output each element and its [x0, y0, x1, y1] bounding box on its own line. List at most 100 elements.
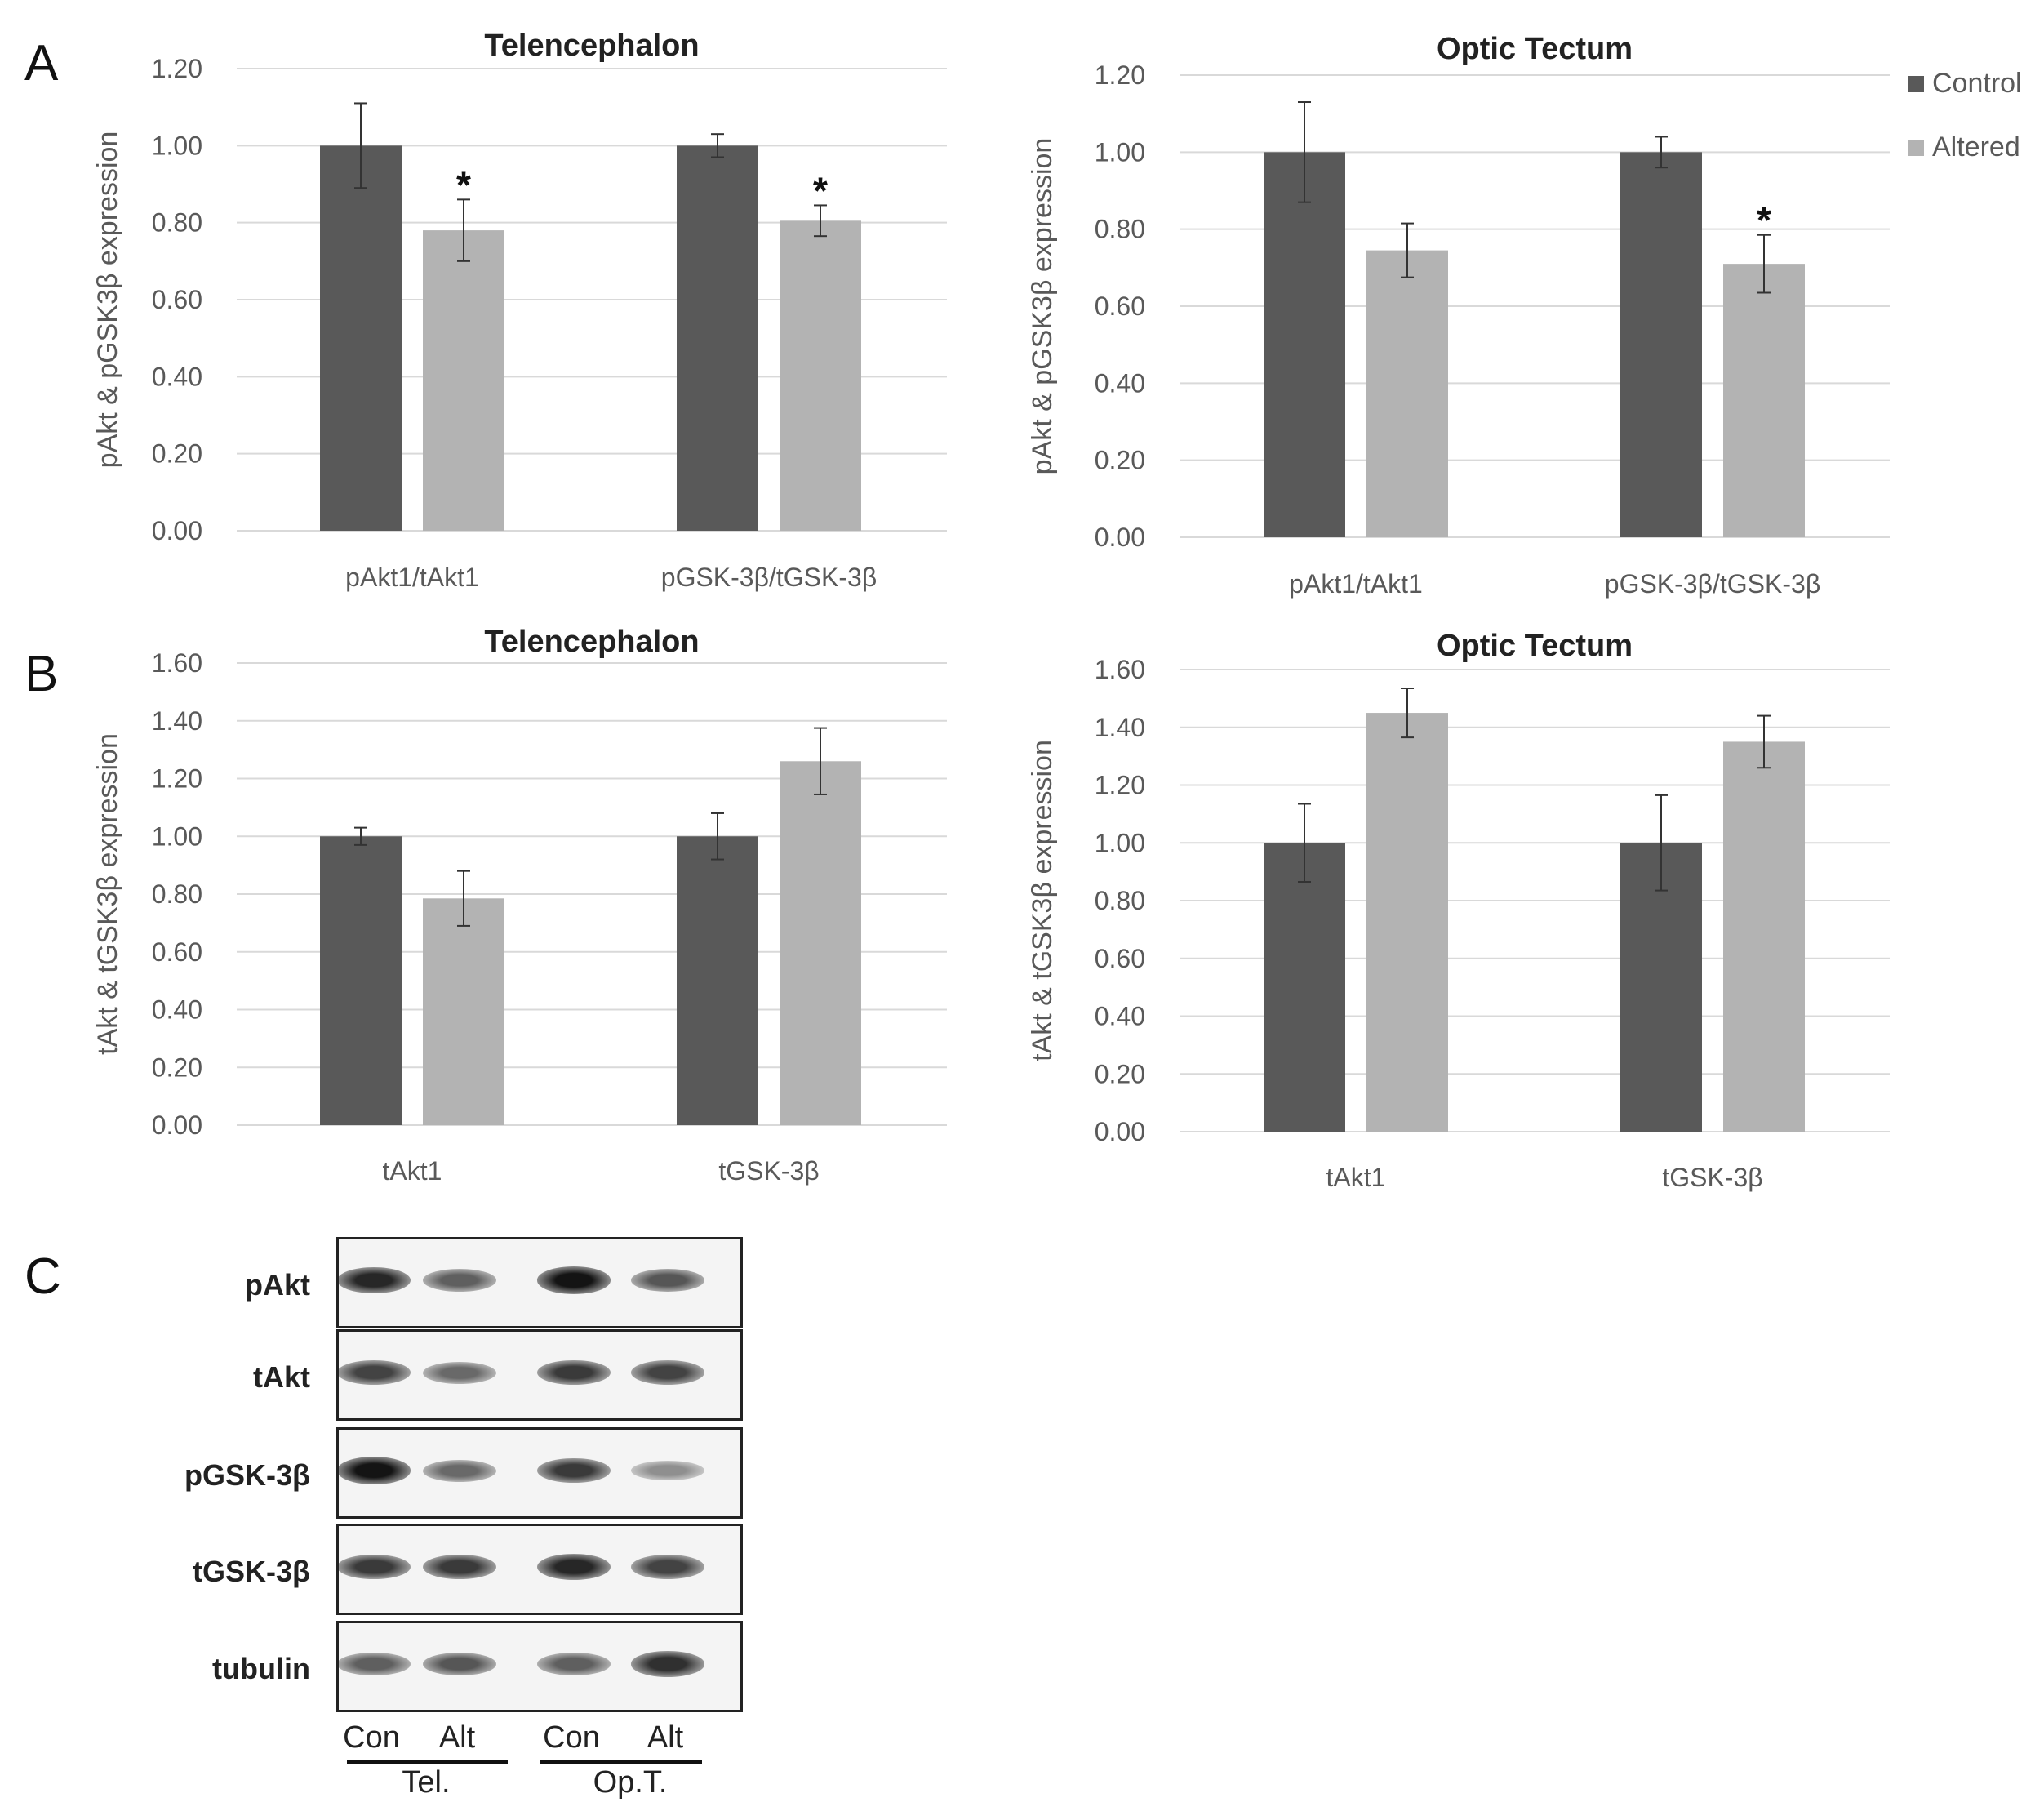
y-tick-label: 0.80: [1095, 215, 1145, 244]
blot-band: [423, 1459, 496, 1482]
significance-star: *: [1757, 199, 1771, 242]
blot-strip: [336, 1427, 743, 1519]
y-tick-label: 0.80: [152, 208, 202, 238]
bar-control: [677, 836, 758, 1125]
legend-swatch-control: [1908, 76, 1924, 92]
blot-band: [423, 1554, 496, 1580]
y-tick-label: 1.00: [152, 131, 202, 160]
y-tick-label: 1.60: [152, 648, 202, 678]
y-tick-label: 1.20: [1095, 60, 1145, 90]
y-tick-label: 0.40: [152, 362, 202, 391]
blot-band: [423, 1652, 496, 1676]
bar-altered: [1723, 741, 1805, 1132]
y-tick-label: 0.20: [152, 439, 202, 469]
y-tick-label: 0.00: [152, 1110, 202, 1140]
bar-control: [1264, 152, 1345, 538]
bar-altered: [1366, 713, 1448, 1132]
blot-band: [339, 1267, 411, 1293]
lane-label: Con: [343, 1720, 400, 1755]
group-underline: [347, 1760, 508, 1764]
blot-strip: [336, 1237, 743, 1328]
significance-star: *: [813, 169, 828, 211]
lane-label: Alt: [647, 1720, 684, 1755]
blot-row-label: pGSK-3β: [184, 1458, 310, 1492]
y-tick-label: 0.60: [152, 937, 202, 967]
y-tick-label: 1.00: [1095, 828, 1145, 857]
panel-letter-b: B: [24, 646, 59, 702]
bar-control: [1264, 843, 1345, 1132]
y-tick-label: 0.20: [152, 1052, 202, 1082]
x-category-label: pGSK-3β/tGSK-3β: [1605, 569, 1820, 599]
y-tick-label: 1.20: [1095, 771, 1145, 800]
blot-band: [631, 1555, 704, 1579]
x-category-label: pAkt1/tAkt1: [345, 563, 479, 592]
bar-altered: [1723, 264, 1805, 537]
y-tick-label: 0.60: [1095, 944, 1145, 973]
legend-label-control: Control: [1932, 68, 2022, 99]
bar-altered: [423, 230, 504, 531]
bar-altered: [780, 220, 861, 531]
chart-b-telencephalon: 0.00 0.20 0.40 0.60 0.80 1.00 1.20 1.40 1.60 Tele…: [92, 625, 947, 1186]
blot-strip: [336, 1524, 743, 1615]
bar-control: [1620, 152, 1702, 538]
panel-letter-a: A: [24, 35, 59, 91]
y-tick-label: 1.20: [152, 764, 202, 794]
y-tick-label: 0.00: [152, 516, 202, 545]
bar-control: [320, 145, 402, 532]
lane-label: Alt: [438, 1720, 476, 1755]
y-tick-label: 0.20: [1095, 446, 1145, 475]
blot-strip: [336, 1621, 743, 1712]
legend-swatch-altered: [1908, 140, 1924, 156]
group-label: Tel.: [402, 1765, 451, 1800]
chart-b-optic-tectum: 0.00 0.20 0.40 0.60 0.80 1.00 1.20 1.40 1.60 Opti…: [1027, 629, 1890, 1192]
blot-band: [339, 1360, 411, 1385]
blot-band: [339, 1457, 411, 1484]
y-axis-label: tAkt & tGSK3β expression: [92, 733, 123, 1055]
bar-altered: [780, 761, 861, 1125]
x-category-label: pAkt1/tAkt1: [1289, 569, 1423, 599]
blot-band: [423, 1269, 496, 1292]
y-tick-label: 1.20: [152, 54, 202, 83]
bar-control: [677, 145, 758, 532]
x-category-label: tAkt1: [383, 1156, 442, 1186]
x-category-label: tGSK-3β: [1662, 1163, 1762, 1192]
chart-a-telencephalon: 0.00 0.20 0.40 0.60 0.80 1.00 1.20 Telencephalo…: [92, 29, 947, 592]
blot-band: [537, 1457, 611, 1484]
legend-label-altered: Altered: [1932, 131, 2020, 162]
blot-band: [537, 1359, 611, 1386]
y-tick-label: 0.40: [1095, 368, 1145, 398]
blot-strip: [336, 1329, 743, 1421]
group-label: Op.T.: [593, 1765, 668, 1800]
blot-band: [537, 1653, 611, 1675]
x-category-label: tAkt1: [1326, 1163, 1386, 1192]
blot-band: [631, 1651, 704, 1677]
legend: Control Altered: [1908, 68, 2022, 162]
y-tick-label: 0.00: [1095, 1117, 1145, 1146]
significance-star: *: [456, 163, 471, 206]
blot-band: [631, 1268, 704, 1293]
lane-label: Con: [543, 1720, 600, 1755]
blot-band: [423, 1361, 496, 1384]
y-axis-label: tAkt & tGSK3β expression: [1027, 740, 1058, 1061]
y-tick-label: 0.00: [1095, 523, 1145, 552]
y-axis-label: pAkt & pGSK3β expression: [1027, 138, 1058, 475]
y-tick-label: 1.40: [1095, 713, 1145, 742]
bar-control: [320, 836, 402, 1125]
bar-altered: [423, 898, 504, 1125]
y-tick-label: 0.20: [1095, 1059, 1145, 1088]
group-underline: [540, 1760, 702, 1764]
y-tick-label: 1.00: [152, 821, 202, 851]
blot-band: [339, 1554, 411, 1580]
panel-letter-c: C: [24, 1248, 61, 1305]
blot-band: [537, 1266, 611, 1294]
chart-title: Optic Tectum: [1437, 629, 1633, 663]
chart-title: Telencephalon: [484, 625, 699, 659]
y-tick-label: 1.00: [1095, 137, 1145, 167]
x-category-label: pGSK-3β/tGSK-3β: [661, 563, 877, 592]
blot-band: [631, 1460, 704, 1481]
chart-title: Optic Tectum: [1437, 32, 1633, 66]
blot-row-label: tubulin: [212, 1652, 310, 1685]
blot-band: [631, 1360, 704, 1385]
